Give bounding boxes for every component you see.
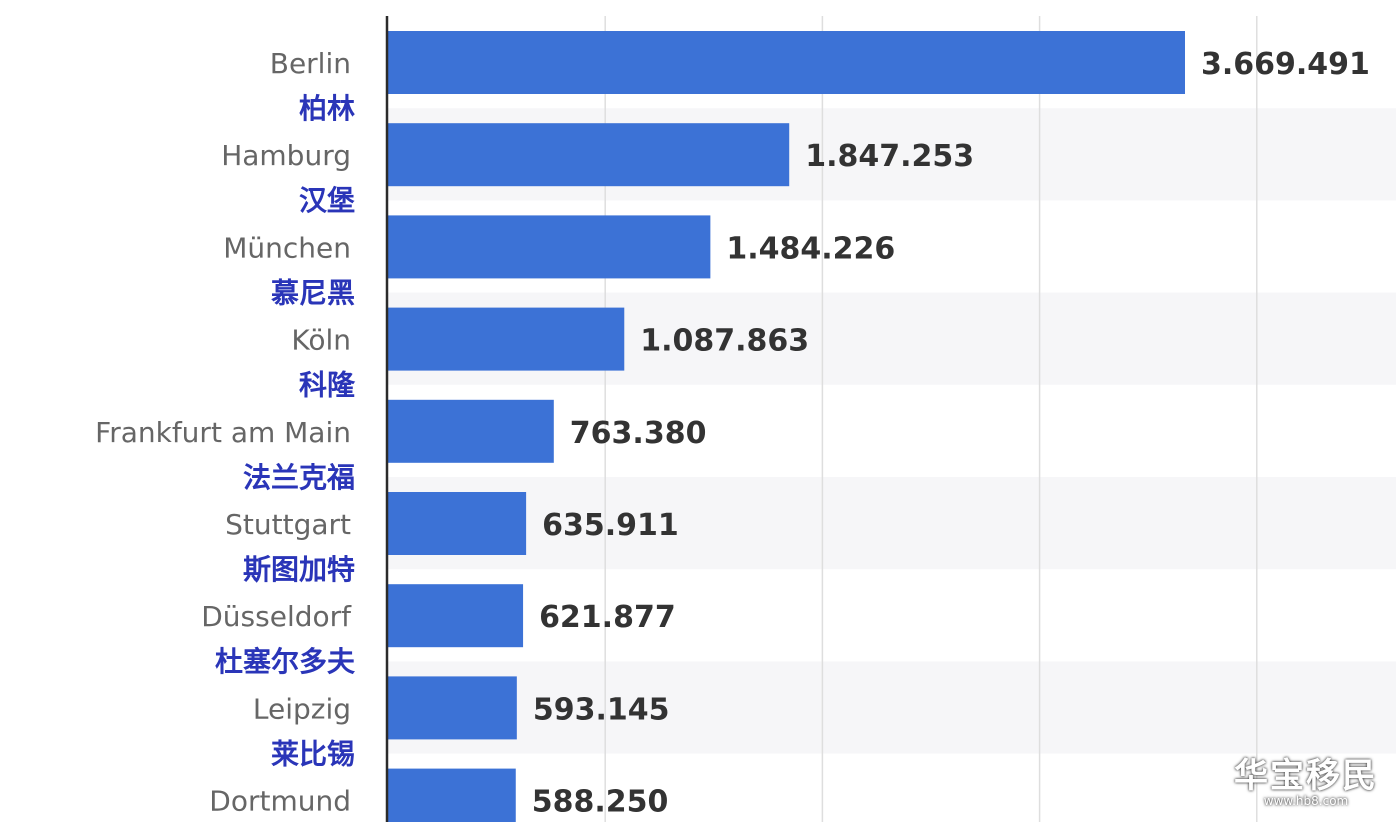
data-label: 1.087.863 bbox=[640, 324, 809, 359]
value-labels: 3.669.491 1.847.253 1.484.226 1.087.863 763.… bbox=[532, 47, 1370, 820]
bar bbox=[388, 399, 554, 463]
data-label: 1.847.253 bbox=[805, 139, 974, 174]
category-label: Hamburg bbox=[221, 139, 351, 172]
data-label: 1.484.226 bbox=[726, 231, 895, 266]
watermark-text: 华宝移民 bbox=[1234, 756, 1378, 796]
data-label: 588.250 bbox=[532, 785, 669, 820]
row-band bbox=[388, 661, 1396, 754]
bar bbox=[388, 215, 711, 279]
data-label: 635.911 bbox=[542, 508, 679, 543]
bar bbox=[388, 123, 790, 187]
category-label-cn: 法兰克福 bbox=[243, 461, 355, 494]
bar bbox=[388, 307, 625, 371]
bar bbox=[388, 584, 524, 648]
bars bbox=[388, 31, 1185, 822]
category-label-cn: 柏林 bbox=[299, 92, 355, 125]
category-label: Leipzig bbox=[253, 692, 351, 725]
category-label: Düsseldorf bbox=[201, 600, 352, 633]
category-label: Frankfurt am Main bbox=[95, 416, 351, 449]
category-label-cn: 科隆 bbox=[299, 369, 356, 402]
row-band bbox=[388, 477, 1396, 570]
category-labels: Berlin 柏林 Hamburg 汉堡 München 慕尼黑 Köln 科隆 Frankfu… bbox=[95, 47, 356, 818]
category-label-cn: 慕尼黑 bbox=[271, 276, 355, 309]
data-label: 763.380 bbox=[570, 416, 707, 451]
category-label-cn: 汉堡 bbox=[299, 184, 355, 217]
category-label: München bbox=[223, 231, 351, 264]
bar bbox=[388, 676, 517, 740]
category-label: Dortmund bbox=[209, 785, 351, 818]
data-label: 621.877 bbox=[539, 600, 676, 635]
category-label: Köln bbox=[291, 324, 351, 357]
data-label: 3.669.491 bbox=[1201, 47, 1370, 82]
category-label: Stuttgart bbox=[225, 508, 351, 541]
watermark-url: www.hb8.com bbox=[1263, 794, 1349, 808]
watermark-logo: 华宝移民 www.hb8.com bbox=[1234, 758, 1378, 808]
category-label: Berlin bbox=[270, 47, 351, 80]
category-label-cn: 斯图加特 bbox=[243, 553, 355, 586]
category-label-cn: 莱比锡 bbox=[271, 737, 355, 770]
category-label-cn: 杜塞尔多夫 bbox=[215, 645, 356, 678]
data-label: 593.145 bbox=[533, 692, 670, 727]
bar bbox=[388, 31, 1185, 94]
row-bands bbox=[388, 108, 1396, 754]
bar bbox=[388, 492, 527, 555]
bar bbox=[388, 768, 516, 822]
